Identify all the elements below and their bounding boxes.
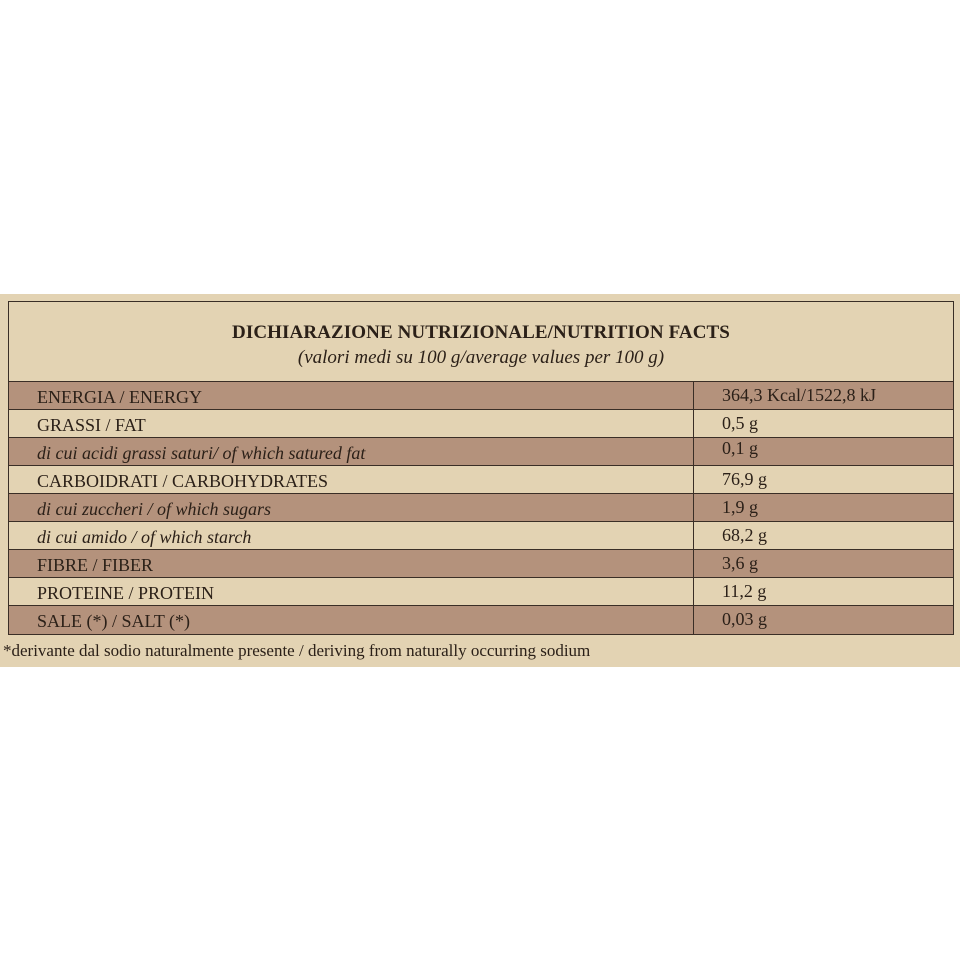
nutrient-value: 76,9 g — [722, 469, 767, 489]
nutrient-value: 0,5 g — [722, 413, 758, 433]
nutrient-row-sugars: di cui zuccheri / of which sugars 1,9 g — [9, 494, 953, 522]
nutrient-label: CARBOIDRATI / CARBOHYDRATES — [9, 466, 694, 493]
table-header: DICHIARAZIONE NUTRIZIONALE/NUTRITION FAC… — [9, 302, 953, 382]
table-title: DICHIARAZIONE NUTRIZIONALE/NUTRITION FAC… — [232, 322, 730, 343]
nutrient-label: di cui amido / of which starch — [9, 522, 694, 549]
nutrient-row-energy: ENERGIA / ENERGY 364,3 Kcal/1522,8 kJ — [9, 382, 953, 410]
footnote: *derivante dal sodio naturalmente presen… — [3, 641, 591, 660]
nutrient-value: 3,6 g — [722, 553, 758, 573]
nutrient-label: SALE (*) / SALT (*) — [9, 606, 694, 634]
nutrient-row-starch: di cui amido / of which starch 68,2 g — [9, 522, 953, 550]
nutrient-value: 364,3 Kcal/1522,8 kJ — [722, 385, 876, 405]
nutrition-label-panel: DICHIARAZIONE NUTRIZIONALE/NUTRITION FAC… — [0, 294, 960, 667]
nutrient-value: 0,03 g — [722, 609, 767, 629]
nutrient-label: di cui zuccheri / of which sugars — [9, 494, 694, 521]
table-subtitle: (valori medi su 100 g/average values per… — [297, 347, 665, 368]
nutrient-row-salt: SALE (*) / SALT (*) 0,03 g — [9, 606, 953, 634]
nutrient-label: PROTEINE / PROTEIN — [9, 578, 694, 605]
nutrient-value: 0,1 g — [722, 438, 758, 458]
nutrient-label: FIBRE / FIBER — [9, 550, 694, 577]
nutrient-row-carbohydrates: CARBOIDRATI / CARBOHYDRATES 76,9 g — [9, 466, 953, 494]
nutrient-label: GRASSI / FAT — [9, 410, 694, 437]
nutrition-facts-table: DICHIARAZIONE NUTRIZIONALE/NUTRITION FAC… — [8, 301, 954, 635]
nutrient-row-protein: PROTEINE / PROTEIN 11,2 g — [9, 578, 953, 606]
nutrient-row-saturated-fat: di cui acidi grassi saturi/ of which sat… — [9, 438, 953, 466]
nutrient-label: di cui acidi grassi saturi/ of which sat… — [9, 438, 694, 465]
nutrient-label: ENERGIA / ENERGY — [9, 382, 694, 409]
nutrient-row-fat: GRASSI / FAT 0,5 g — [9, 410, 953, 438]
nutrient-value: 1,9 g — [722, 497, 758, 517]
nutrient-value: 11,2 g — [722, 581, 767, 601]
nutrient-value: 68,2 g — [722, 525, 767, 545]
nutrient-row-fiber: FIBRE / FIBER 3,6 g — [9, 550, 953, 578]
